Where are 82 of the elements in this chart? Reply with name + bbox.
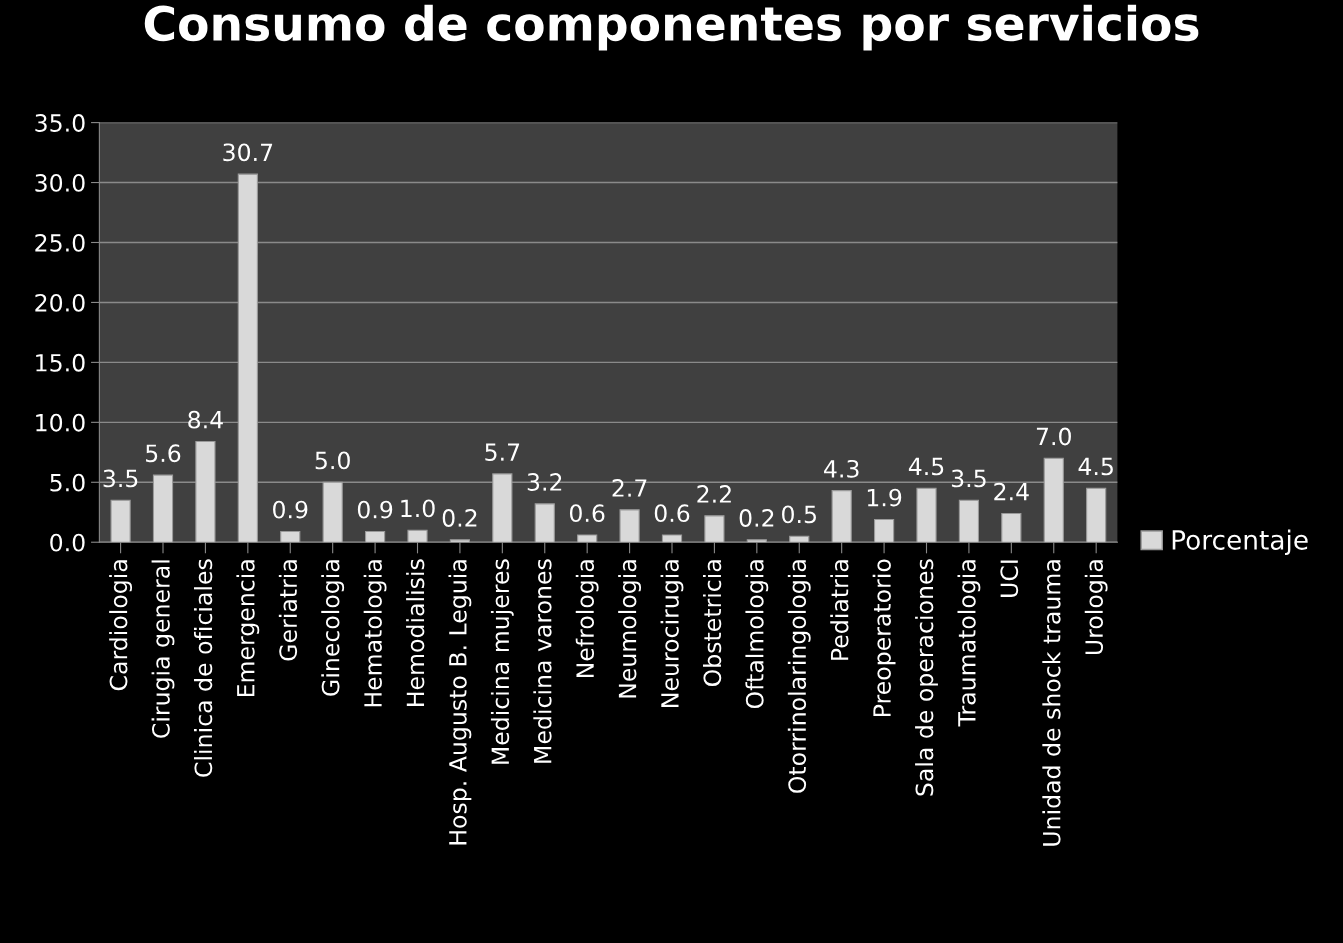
bar xyxy=(746,539,767,543)
data-label: 5.7 xyxy=(485,443,520,461)
bar xyxy=(789,535,810,543)
bar xyxy=(1086,487,1107,543)
y-tick-label: 25.0 xyxy=(35,233,85,252)
data-label: 0.2 xyxy=(739,509,774,527)
x-tick-label: Clinica de oficiales xyxy=(194,559,213,777)
bar xyxy=(152,474,174,543)
data-label: 3.5 xyxy=(103,469,138,488)
x-tick-label: Otorrinolaringologia xyxy=(787,560,811,793)
x-tick-label: Traumatologia xyxy=(957,560,981,727)
bar xyxy=(916,487,937,543)
data-label: 2.7 xyxy=(612,479,647,497)
data-label: 30.7 xyxy=(223,143,273,162)
x-tick-label: Oftalmologia xyxy=(745,560,769,709)
x-tick-label: Hematologia xyxy=(363,560,387,707)
data-label: 0.9 xyxy=(273,500,308,519)
x-tick-label: UCI xyxy=(1000,560,1019,597)
x-tick-label: Ginecologia xyxy=(321,560,345,696)
bar xyxy=(110,499,131,543)
data-label: 8.4 xyxy=(188,410,223,429)
bar xyxy=(449,539,471,543)
x-tick-label: Neumologia xyxy=(618,560,642,698)
x-tick-label: Cardiologia xyxy=(109,560,133,691)
x-tick-label: Cirugia general xyxy=(151,560,175,738)
bar xyxy=(831,490,852,543)
data-label: 4.3 xyxy=(824,459,859,478)
data-label: 4.5 xyxy=(1078,457,1113,476)
x-tick-label: Preoperatorio xyxy=(872,559,896,716)
bar xyxy=(577,534,598,543)
data-label: 5.0 xyxy=(315,451,350,470)
chart-title: Consumo de componentes por servicios xyxy=(144,4,1199,51)
data-label: 2.2 xyxy=(697,485,731,503)
x-tick-label: Obstetricia xyxy=(702,560,722,687)
bar xyxy=(704,515,725,543)
bar xyxy=(280,530,301,543)
y-tick-label: 10.0 xyxy=(36,413,85,432)
y-tick-label: 0.0 xyxy=(50,533,85,552)
data-label: 1.0 xyxy=(401,499,435,518)
data-label: 0.6 xyxy=(569,504,605,523)
bar xyxy=(364,530,386,543)
y-tick-label: 30.0 xyxy=(35,173,85,192)
data-label: 1.9 xyxy=(867,488,902,507)
data-label: 0.6 xyxy=(654,504,690,523)
bar xyxy=(1043,457,1064,543)
bar xyxy=(407,529,428,543)
x-tick-label: Medicina mujeres xyxy=(490,559,514,764)
y-tick-label: 15.0 xyxy=(36,353,85,372)
bar xyxy=(1001,512,1022,543)
bar xyxy=(661,534,683,543)
bar xyxy=(619,509,640,543)
data-label: 0.5 xyxy=(782,505,816,524)
x-tick-label: Sala de operaciones xyxy=(915,559,938,796)
data-label: 0.9 xyxy=(357,500,393,519)
x-tick-label: Unidad de shock trauma xyxy=(1042,560,1061,846)
x-tick-label: Nefrologia xyxy=(575,560,599,678)
bar xyxy=(873,518,895,543)
bar xyxy=(492,473,513,543)
y-tick-label: 5.0 xyxy=(50,473,85,492)
x-tick-label: Hosp. Augusto B. Leguia xyxy=(448,560,472,845)
y-tick-label: 35.0 xyxy=(35,114,85,132)
bar xyxy=(322,481,343,543)
x-tick-label: Urologia xyxy=(1084,560,1108,655)
legend-label: Porcentaje xyxy=(1172,529,1308,555)
bar xyxy=(237,173,258,543)
data-label: 7.0 xyxy=(1036,427,1071,446)
x-tick-label: Medicina varones xyxy=(533,559,552,763)
x-tick-label: Pediatria xyxy=(830,560,849,660)
x-tick-label: Neurocirugia xyxy=(660,560,684,707)
data-label: 2.4 xyxy=(994,482,1029,501)
data-label: 4.5 xyxy=(908,457,944,476)
bar xyxy=(534,503,555,543)
data-label: 3.5 xyxy=(951,469,986,488)
bar xyxy=(958,499,980,543)
x-tick-label: Emergencia xyxy=(236,560,260,697)
data-label: 5.6 xyxy=(146,444,181,463)
bar xyxy=(195,440,216,543)
x-tick-label: Hemodialisis xyxy=(406,559,425,706)
data-label: 0.2 xyxy=(442,509,477,527)
y-tick-label: 20.0 xyxy=(35,293,85,312)
data-label: 3.2 xyxy=(527,473,562,491)
x-tick-label: Geriatria xyxy=(278,560,298,661)
